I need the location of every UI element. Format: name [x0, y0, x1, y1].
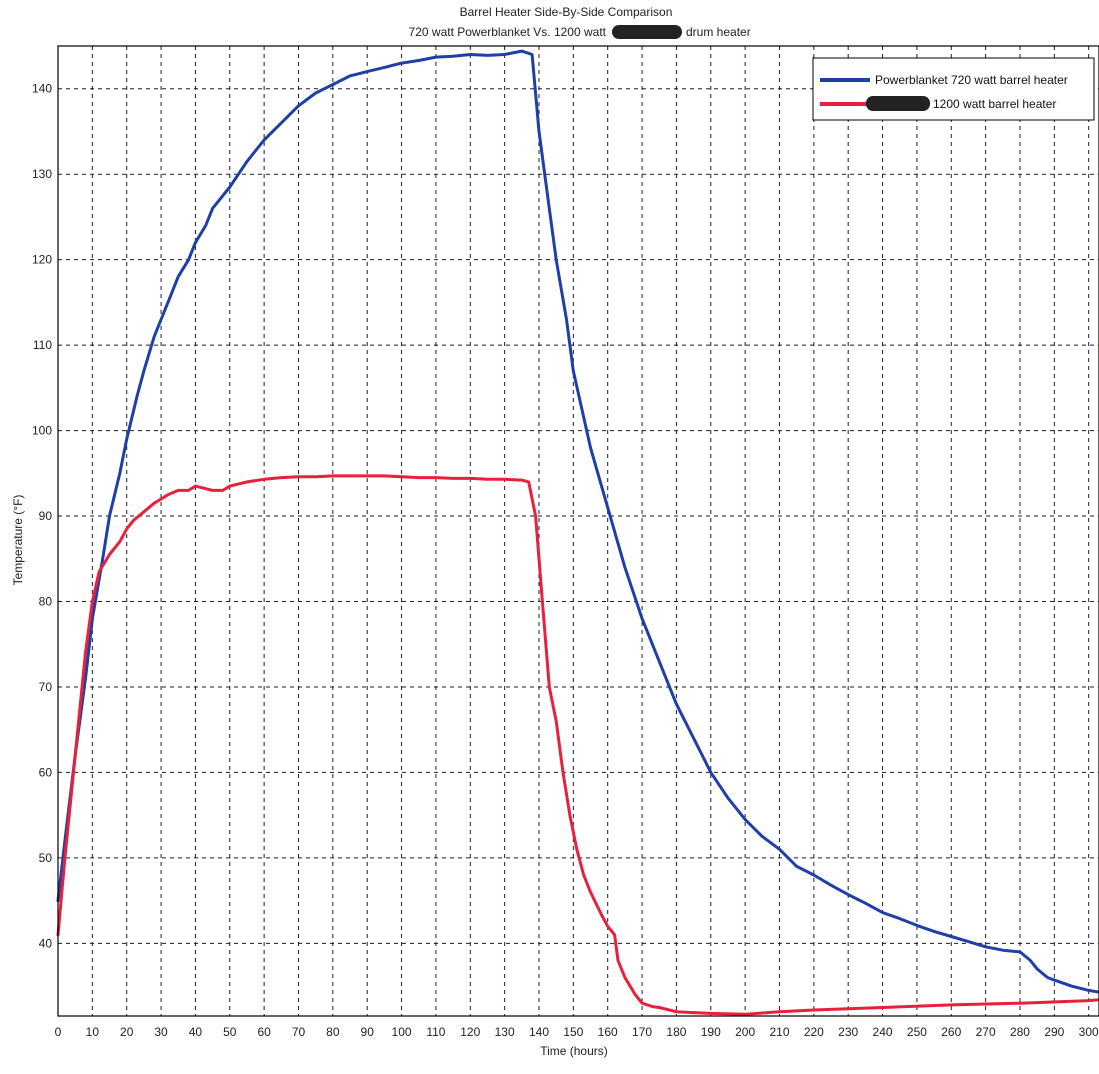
x-tick-label: 200: [735, 1025, 755, 1039]
y-tick-label: 130: [32, 167, 52, 181]
x-tick-label: 170: [632, 1025, 652, 1039]
x-tick-label: 190: [701, 1025, 721, 1039]
chart-title-line-2-prefix: 720 watt Powerblanket Vs. 1200 watt: [409, 25, 607, 39]
x-axis-label: Time (hours): [540, 1044, 608, 1058]
x-tick-label: 50: [223, 1025, 237, 1039]
legend-redaction-mark: [866, 96, 930, 111]
x-tick-label: 90: [361, 1025, 375, 1039]
y-tick-label: 120: [32, 253, 52, 267]
x-tick-label: 0: [55, 1025, 62, 1039]
y-axis-label: Temperature (°F): [11, 495, 25, 586]
x-tick-label: 140: [529, 1025, 549, 1039]
x-tick-label: 260: [941, 1025, 961, 1039]
y-tick-label: 90: [39, 509, 53, 523]
legend: Powerblanket 720 watt barrel heater 1200…: [812, 57, 1095, 121]
x-tick-label: 160: [598, 1025, 618, 1039]
y-tick-label: 110: [33, 338, 52, 352]
plot-area-frame: [57, 45, 1099, 1017]
title-redaction-mark: [612, 25, 682, 39]
x-tick-label: 130: [495, 1025, 515, 1039]
x-tick-label: 240: [873, 1025, 893, 1039]
grid: [58, 46, 1099, 1016]
y-tick-label: 100: [32, 424, 52, 438]
x-tick-label: 40: [189, 1025, 203, 1039]
x-tick-label: 100: [392, 1025, 412, 1039]
series-line-powerblanket: [56, 49, 1099, 994]
x-tick-label: 180: [666, 1025, 686, 1039]
x-axis-ticks: 0 10 20 30 40 50 60 70 80 90 100 110 120 130 140 150 160…: [55, 1025, 1099, 1039]
y-tick-label: 60: [39, 765, 53, 779]
y-tick-label: 50: [39, 851, 53, 865]
x-tick-label: 80: [326, 1025, 340, 1039]
x-tick-label: 120: [460, 1025, 480, 1039]
x-tick-label: 220: [804, 1025, 824, 1039]
legend-box: [812, 57, 1095, 121]
chart-title-line-2-suffix: drum heater: [686, 25, 751, 39]
x-tick-label: 210: [769, 1025, 789, 1039]
y-tick-label: 140: [32, 82, 52, 96]
x-tick-label: 290: [1044, 1025, 1064, 1039]
series-lines: [56, 49, 1099, 1016]
x-tick-label: 60: [257, 1025, 271, 1039]
x-tick-label: 110: [426, 1025, 445, 1039]
y-tick-label: 40: [39, 936, 53, 950]
y-tick-label: 80: [39, 595, 53, 609]
x-tick-label: 20: [120, 1025, 134, 1039]
x-tick-label: 10: [86, 1025, 100, 1039]
x-tick-label: 280: [1010, 1025, 1030, 1039]
x-tick-label: 250: [907, 1025, 927, 1039]
chart-title-line-1: Barrel Heater Side-By-Side Comparison: [460, 5, 673, 19]
x-tick-label: 300: [1079, 1025, 1099, 1039]
y-tick-label: 70: [39, 680, 53, 694]
y-axis-ticks: 40 50 60 70 80 90 100 110 120 130 140: [32, 82, 52, 951]
x-tick-label: 70: [292, 1025, 306, 1039]
x-tick-label: 270: [976, 1025, 996, 1039]
x-tick-label: 230: [838, 1025, 858, 1039]
series-line-1200w: [56, 474, 1099, 1016]
legend-label-powerblanket: Powerblanket 720 watt barrel heater: [875, 73, 1068, 87]
legend-label-1200w: 1200 watt barrel heater: [933, 97, 1056, 111]
x-tick-label: 150: [563, 1025, 583, 1039]
x-tick-label: 30: [154, 1025, 168, 1039]
